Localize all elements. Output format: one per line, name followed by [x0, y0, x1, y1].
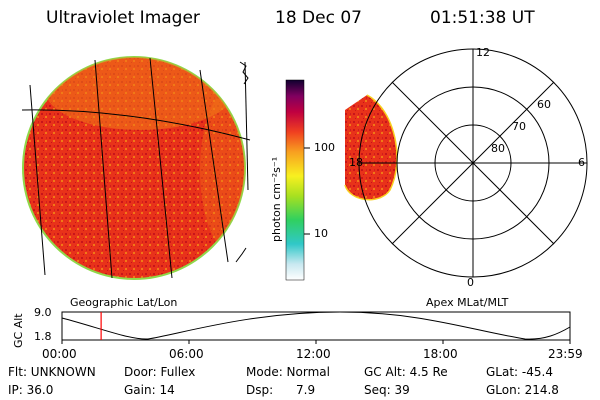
mlt-label-0: 0 [467, 276, 474, 289]
info-glon: GLon: 214.8 [486, 383, 559, 397]
instrument-title: Ultraviolet Imager [46, 8, 200, 28]
altitude-xtick-0600: 06:00 [169, 347, 204, 361]
info-glat: GLat: -45.4 [486, 365, 553, 379]
altitude-ytick-bottom: 1.8 [34, 330, 52, 343]
colorbar-tick-label-100: 100 [314, 141, 335, 154]
polar-panel-label: Apex MLat/MLT [426, 296, 509, 309]
altitude-ylabel: GC Alt [12, 313, 25, 348]
altitude-xtick-1200: 12:00 [296, 347, 331, 361]
info-door: Door: Fullex [124, 365, 196, 379]
altitude-curve [61, 311, 571, 340]
info-dsp: Dsp: 7.9 [246, 383, 316, 397]
geo-grid [21, 57, 251, 279]
altitude-xtick-2359: 23:59 [548, 347, 583, 361]
altitude-xtick-0000: 00:00 [42, 347, 77, 361]
mlt-label-18: 18 [349, 156, 363, 169]
info-gc-alt: GC Alt: 4.5 Re [364, 365, 448, 379]
mlt-label-12: 12 [476, 46, 490, 59]
info-ip: IP: 36.0 [8, 383, 54, 397]
mlat-label-60: 60 [537, 98, 551, 111]
altitude-plot-frame [61, 311, 571, 341]
polar-plot [344, 48, 588, 278]
geo-panel-label: Geographic Lat/Lon [70, 296, 178, 309]
mlat-label-70: 70 [512, 120, 526, 133]
colorbar-unit-label: photon cm⁻²s⁻¹ [270, 156, 283, 242]
auroral-oval [345, 95, 397, 200]
time-label: 01:51:38 UT [430, 8, 535, 28]
altitude-plot [61, 311, 571, 344]
colorbar [285, 79, 310, 281]
info-seq: Seq: 39 [364, 383, 410, 397]
altitude-xtick-1800: 18:00 [423, 347, 458, 361]
coastline-fragment [235, 61, 249, 263]
info-mode: Mode: Normal [246, 365, 330, 379]
info-gain: Gain: 14 [124, 383, 175, 397]
geo-image-panel [21, 56, 251, 280]
polar-grid [358, 48, 588, 278]
mlt-label-6: 6 [578, 156, 585, 169]
info-flt: Flt: UNKNOWN [8, 365, 96, 379]
mlat-label-80: 80 [491, 142, 505, 155]
colorbar-tick-label-10: 10 [314, 227, 328, 240]
date-label: 18 Dec 07 [275, 8, 362, 28]
altitude-x-ticks [61, 340, 571, 344]
altitude-ytick-top: 9.0 [34, 306, 52, 319]
colorbar-scale [285, 79, 305, 281]
